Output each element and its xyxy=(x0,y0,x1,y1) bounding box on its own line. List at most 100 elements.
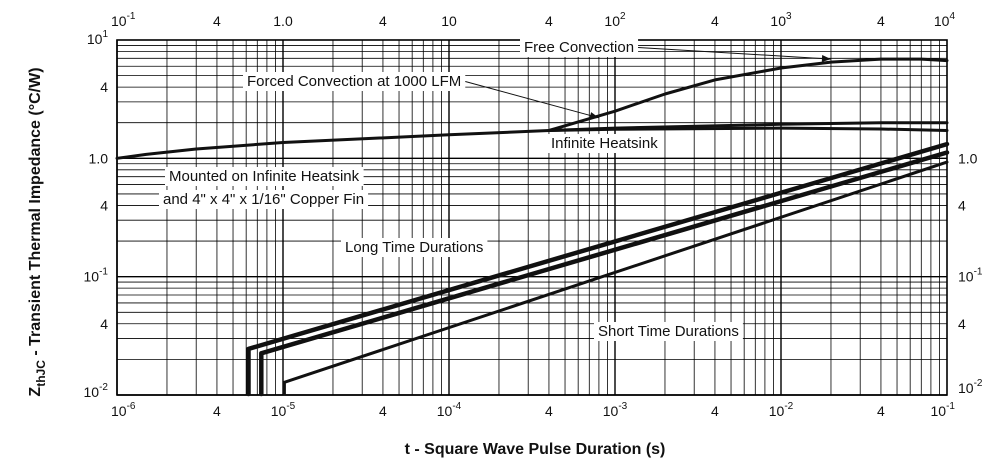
y-right-tick-label-base: 4 xyxy=(958,197,966,213)
x-bottom-tick-label: 4 xyxy=(877,403,885,419)
y-left-tick-label: 10-1 xyxy=(84,267,109,285)
y-right-tick-label: 1.0 xyxy=(958,150,978,166)
x-bottom-tick-label-base: 10 xyxy=(271,403,287,419)
y-left-tick-label-exponent: -1 xyxy=(99,267,108,278)
x-bottom-tick-label: 4 xyxy=(711,403,719,419)
x-bottom-tick-label: 10-1 xyxy=(931,401,956,419)
x-top-tick-label-base: 10 xyxy=(111,13,127,29)
x-bottom-tick-label-exponent: -1 xyxy=(946,401,955,412)
x-top-tick-label: 4 xyxy=(213,13,221,29)
y-left-tick-label: 101 xyxy=(87,29,109,47)
x-bottom-tick-label-base: 4 xyxy=(379,403,387,419)
series-line-short-time-durations xyxy=(282,160,949,396)
x-top-tick-label-base: 1.0 xyxy=(273,13,293,29)
y-right-tick-label-base: 1.0 xyxy=(958,150,978,166)
y-left-tick-label: 4 xyxy=(100,79,108,95)
annotation-free-convection-leader xyxy=(638,47,832,60)
x-bottom-tick-label-base: 4 xyxy=(545,403,553,419)
y-left-tick-label: 1.0 xyxy=(89,150,109,166)
annotation-infinite-heatsink-background xyxy=(547,134,663,153)
x-bottom-tick-label-base: 4 xyxy=(711,403,719,419)
x-top-tick-label-base: 10 xyxy=(934,13,950,29)
y-left-tick-label-base: 4 xyxy=(100,316,108,332)
y-left-tick-label-exponent: 1 xyxy=(102,29,108,40)
x-bottom-tick-label-exponent: -2 xyxy=(784,401,793,412)
x-top-tick-label-base: 10 xyxy=(441,13,457,29)
y-axis-title-sub: thJC xyxy=(34,360,48,387)
x-bottom-tick-label: 4 xyxy=(545,403,553,419)
annotation-short-time-durations-background xyxy=(594,322,743,341)
x-top-tick-label: 10-1 xyxy=(111,11,136,29)
x-bottom-tick-label: 10-6 xyxy=(111,401,136,419)
x-bottom-tick-label-base: 4 xyxy=(213,403,221,419)
grid xyxy=(116,39,948,396)
y-left-tick-label: 10-2 xyxy=(84,382,109,400)
x-top-tick-label: 104 xyxy=(934,11,956,29)
y-left-tick-label-base: 10 xyxy=(84,384,100,400)
annotations-group: Free Convection Forced Convection at 1000… xyxy=(159,38,832,341)
x-bottom-tick-label-exponent: -6 xyxy=(127,401,136,412)
x-top-tick-label: 1.0 xyxy=(273,13,293,29)
x-top-tick-label-base: 4 xyxy=(213,13,221,29)
x-top-tick-label-base: 10 xyxy=(770,13,786,29)
y-right-tick-label: 4 xyxy=(958,197,966,213)
annotation-forced-convection-at-1000-lfm-arrowhead xyxy=(589,112,599,119)
x-bottom-tick-label-exponent: -4 xyxy=(452,401,461,412)
x-bottom-tick-label-base: 10 xyxy=(931,403,947,419)
series-line-long-time-durations-inner xyxy=(247,143,948,395)
annotation-long-time-durations: Long Time Durations xyxy=(345,239,483,256)
y-left-tick-label-base: 4 xyxy=(100,197,108,213)
y-right-tick-label-base: 4 xyxy=(958,316,966,332)
x-top-tick-label: 4 xyxy=(545,13,553,29)
x-top-tick-label-exponent: 3 xyxy=(786,11,792,22)
annotation-and-4-x-4-x-1-16-copper-fin-background xyxy=(159,190,369,209)
series-line-free-convection xyxy=(547,57,949,132)
x-top-tick-label-exponent: 2 xyxy=(620,11,626,22)
x-top-tick-label-base: 10 xyxy=(604,13,620,29)
x-bottom-tick-label: 10-3 xyxy=(603,401,628,419)
y-right-tick-label-exponent: -1 xyxy=(974,267,983,278)
annotation-free-convection: Free Convection xyxy=(524,39,634,56)
y-right-tick-label: 10-2 xyxy=(958,378,983,396)
x-bottom-tick-label-base: 10 xyxy=(437,403,453,419)
y-axis-title: ZthJC - Transient Thermal Impedance (°C/… xyxy=(27,67,48,396)
x-top-tick-label-exponent: -1 xyxy=(127,11,136,22)
x-bottom-tick-label: 4 xyxy=(213,403,221,419)
tick-labels-group: 10-6 4 10-5 4 10-4 4 10-3 4 10-2 4 10-110-1 4 1.0 4 10… xyxy=(84,11,983,419)
y-right-tick-label-base: 10 xyxy=(958,269,974,285)
x-bottom-tick-label-base: 4 xyxy=(877,403,885,419)
series-line-long-time-durations-inner xyxy=(260,151,948,395)
y-left-tick-label-base: 10 xyxy=(87,31,103,47)
y-right-tick-label-base: 10 xyxy=(958,380,974,396)
x-top-tick-label: 4 xyxy=(711,13,719,29)
y-axis-title-rest: - Transient Thermal Impedance (°C/W) xyxy=(27,67,44,360)
annotation-forced-convection-at-1000-lfm-leader xyxy=(465,81,600,119)
x-bottom-tick-label: 4 xyxy=(379,403,387,419)
y-right-tick-label: 4 xyxy=(958,316,966,332)
y-left-tick-label-base: 10 xyxy=(84,269,100,285)
x-axis-title: t - Square Wave Pulse Duration (s) xyxy=(405,441,666,458)
plot-frame xyxy=(116,39,948,396)
annotation-mounted-on-infinite-heatsink: Mounted on Infinite Heatsink xyxy=(169,168,360,185)
annotation-forced-convection-at-1000-lfm-background xyxy=(243,72,466,91)
x-bottom-tick-label-exponent: -3 xyxy=(618,401,627,412)
annotation-infinite-heatsink: Infinite Heatsink xyxy=(551,135,658,152)
y-axis-title-main: Z xyxy=(27,387,44,397)
y-left-tick-label: 4 xyxy=(100,316,108,332)
annotation-forced-convection-at-1000-lfm: Forced Convection at 1000 LFM xyxy=(247,73,461,90)
annotation-free-convection-background xyxy=(520,38,639,57)
x-bottom-tick-label-base: 10 xyxy=(111,403,127,419)
x-top-tick-label: 103 xyxy=(770,11,792,29)
annotation-and-4-x-4-x-1-16-copper-fin: and 4" x 4" x 1/16" Copper Fin xyxy=(163,191,364,208)
x-top-tick-label-exponent: 4 xyxy=(949,11,955,22)
y-left-tick-label-base: 1.0 xyxy=(89,150,109,166)
x-top-tick-label: 10 xyxy=(441,13,457,29)
x-top-tick-label: 102 xyxy=(604,11,626,29)
x-bottom-tick-label: 10-5 xyxy=(271,401,296,419)
annotation-mounted-on-infinite-heatsink-background xyxy=(165,167,364,186)
y-left-tick-label: 4 xyxy=(100,197,108,213)
x-bottom-tick-label: 10-4 xyxy=(437,401,462,419)
annotation-free-convection-arrowhead xyxy=(821,55,831,63)
x-top-tick-label-base: 4 xyxy=(545,13,553,29)
x-bottom-tick-label-base: 10 xyxy=(603,403,619,419)
